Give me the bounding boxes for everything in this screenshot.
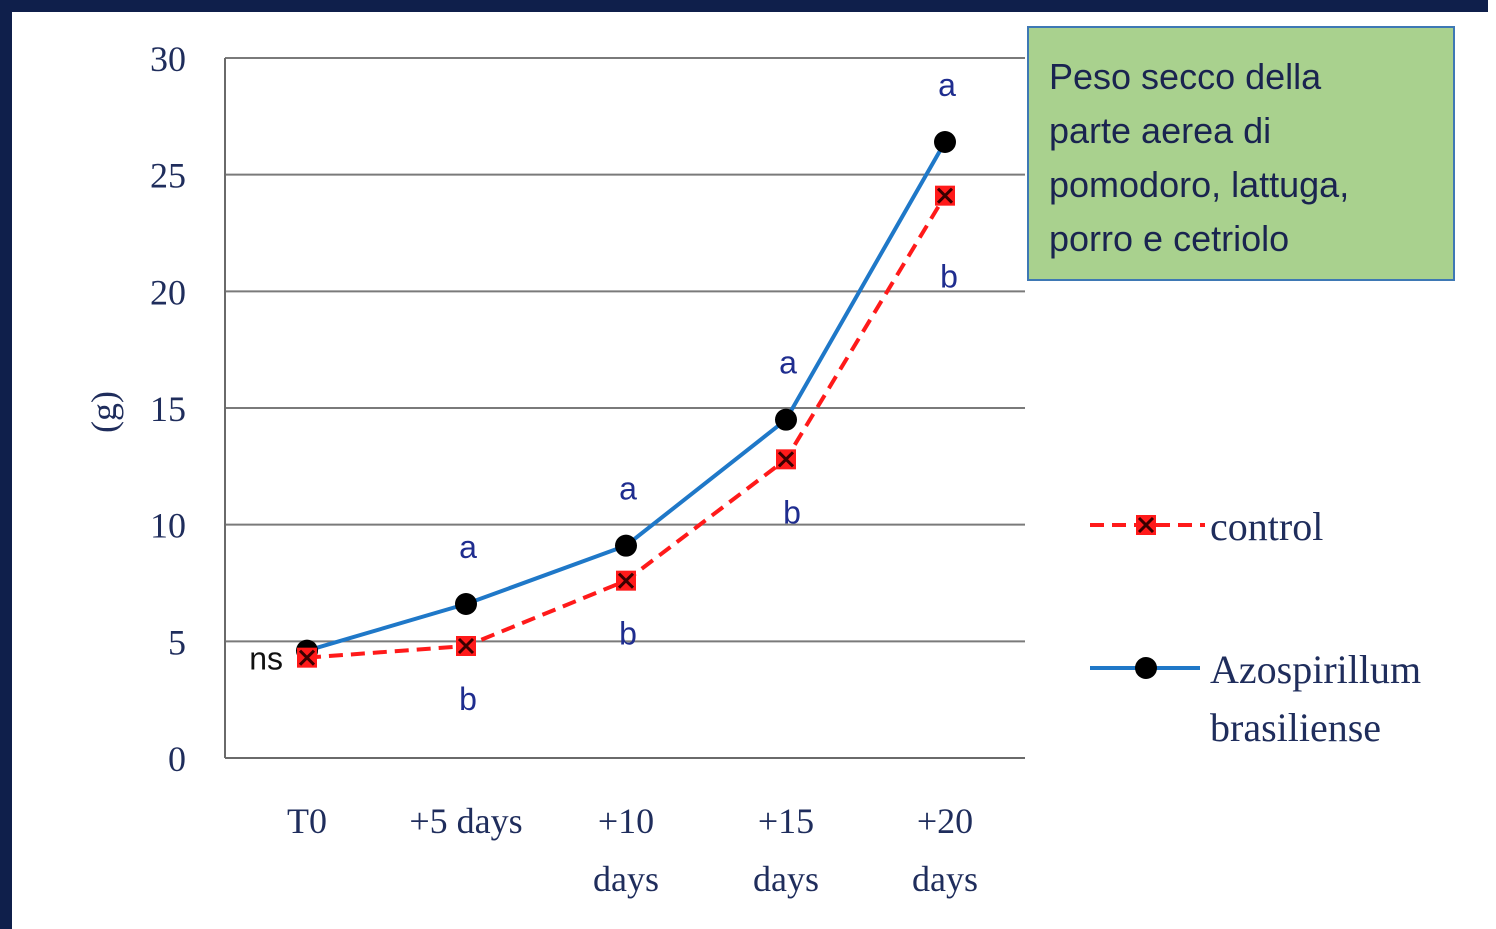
y-tick-label: 10: [150, 506, 186, 546]
legend-item-azospirillum: Azospirillum brasiliense: [1090, 647, 1421, 750]
y-tick-label: 5: [168, 622, 186, 662]
x-tick-label: days: [593, 859, 659, 899]
data-point: [776, 449, 796, 470]
x-tick-label: +15: [758, 801, 814, 841]
x-tick-label: T0: [287, 801, 327, 841]
y-tick-label: 25: [150, 156, 186, 196]
significance-label: ns: [249, 641, 283, 677]
significance-label: b: [940, 259, 958, 295]
x-tick-label: days: [753, 859, 819, 899]
legend-label: control: [1210, 504, 1323, 549]
note-line: Peso secco della: [1049, 56, 1322, 97]
series: [296, 131, 956, 668]
data-point: [935, 185, 955, 206]
significance-label: b: [459, 681, 477, 717]
data-point: [775, 408, 797, 431]
data-point: [456, 636, 476, 656]
y-tick-label: 20: [150, 272, 186, 312]
significance-label: a: [779, 345, 797, 381]
legend-marker: [1136, 515, 1156, 535]
series-azospirillum: [296, 131, 956, 662]
note-line: pomodoro, lattuga,: [1049, 164, 1350, 205]
x-tick-label: days: [912, 859, 978, 899]
y-axis-label: (g): [84, 391, 124, 433]
series-control: [297, 185, 955, 668]
note-box: Peso secco della parte aerea di pomodoro…: [1027, 26, 1455, 281]
legend-label: brasiliense: [1210, 705, 1381, 750]
legend-item-control: control: [1090, 504, 1323, 549]
note-line: parte aerea di: [1049, 110, 1272, 151]
data-point: [615, 534, 637, 557]
x-tick-label: +10: [598, 801, 654, 841]
legend-label: Azospirillum: [1210, 647, 1421, 692]
y-tick-label: 15: [150, 389, 186, 429]
x-tick-label: +5 days: [409, 801, 522, 841]
significance-labels: ns b b b b a a a a: [249, 67, 958, 717]
note-line: porro e cetriolo: [1049, 218, 1290, 259]
y-tick-label: 30: [150, 39, 186, 79]
y-tick-label: 0: [168, 739, 186, 779]
data-point: [934, 131, 956, 153]
gridlines: [224, 57, 1025, 759]
significance-label: a: [619, 471, 637, 507]
y-axis-ticks: 0 5 10 15 20 25 30: [150, 39, 186, 779]
legend-marker: [1135, 657, 1157, 679]
significance-label: b: [783, 494, 801, 530]
data-point: [297, 647, 317, 668]
significance-label: a: [459, 529, 477, 565]
data-point: [455, 593, 477, 615]
x-axis-ticks: T0 +5 days +10 days +15 days +20 days: [287, 801, 978, 899]
legend: control Azospirillum brasiliense: [1090, 504, 1421, 750]
data-point: [616, 570, 636, 591]
significance-label: a: [938, 67, 956, 103]
x-tick-label: +20: [917, 801, 973, 841]
significance-label: b: [619, 616, 637, 652]
